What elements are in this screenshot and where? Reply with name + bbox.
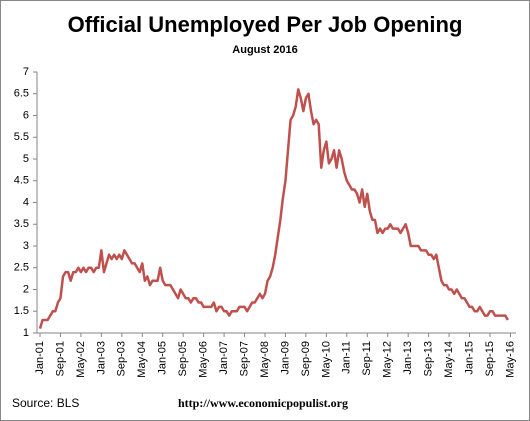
chart-subtitle: August 2016 bbox=[232, 44, 297, 56]
x-tick-label: May-04 bbox=[136, 341, 148, 378]
x-tick-label: Sep-13 bbox=[423, 341, 435, 376]
x-tick-label: Jan-03 bbox=[95, 341, 107, 375]
x-tick-label: Sep-09 bbox=[300, 341, 312, 376]
y-tick-label: 3.5 bbox=[14, 218, 29, 230]
chart-title: Official Unemployed Per Job Opening bbox=[68, 12, 463, 37]
x-tick-label: Sep-07 bbox=[238, 341, 250, 376]
y-tick-label: 5.5 bbox=[14, 131, 29, 143]
y-tick-label: 2 bbox=[23, 283, 29, 295]
url: http://www.economicpopulist.org bbox=[178, 396, 348, 410]
y-tick-label: 1.5 bbox=[14, 305, 29, 317]
source: Source: BLS bbox=[12, 396, 79, 410]
x-tick-label: Jan-13 bbox=[402, 341, 414, 375]
y-tick-label: 3 bbox=[23, 240, 29, 252]
y-tick-label: 6.5 bbox=[14, 88, 29, 100]
x-tick-label: Sep-11 bbox=[361, 341, 373, 376]
x-tick-label: Sep-01 bbox=[54, 341, 66, 376]
x-tick-label: May-10 bbox=[320, 341, 332, 378]
x-tick-label: May-16 bbox=[504, 341, 516, 378]
y-tick-label: 4.5 bbox=[14, 175, 29, 187]
x-tick-label: May-08 bbox=[259, 341, 271, 378]
x-tick-label: Jan-05 bbox=[157, 341, 169, 375]
y-tick-label: 2.5 bbox=[14, 262, 29, 274]
x-tick-label: May-06 bbox=[198, 341, 210, 378]
y-tick-label: 7 bbox=[23, 66, 29, 78]
y-tick-label: 6 bbox=[23, 109, 29, 121]
data-line bbox=[38, 88, 509, 330]
x-tick-label: Sep-05 bbox=[177, 341, 189, 376]
x-tick-label: May-02 bbox=[75, 341, 87, 378]
x-tick-label: May-12 bbox=[382, 341, 394, 378]
x-tick-label: Jan-11 bbox=[341, 341, 353, 374]
x-tick-label: Sep-03 bbox=[116, 341, 128, 376]
x-tick-label: Sep-15 bbox=[484, 341, 496, 376]
x-tick-label: Jan-01 bbox=[34, 341, 46, 375]
y-tick-label: 5 bbox=[23, 153, 29, 165]
x-tick-label: Jan-07 bbox=[218, 341, 230, 375]
x-tick-label: Jan-09 bbox=[279, 341, 291, 375]
y-tick-label: 1 bbox=[23, 327, 29, 339]
x-tick-label: Jan-15 bbox=[463, 341, 475, 375]
y-tick-label: 4 bbox=[23, 196, 29, 208]
x-tick-label: May-14 bbox=[443, 341, 455, 378]
